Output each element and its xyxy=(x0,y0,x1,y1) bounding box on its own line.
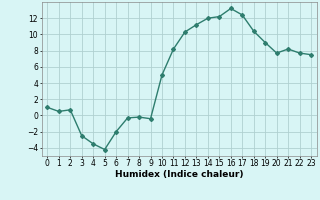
X-axis label: Humidex (Indice chaleur): Humidex (Indice chaleur) xyxy=(115,170,244,179)
